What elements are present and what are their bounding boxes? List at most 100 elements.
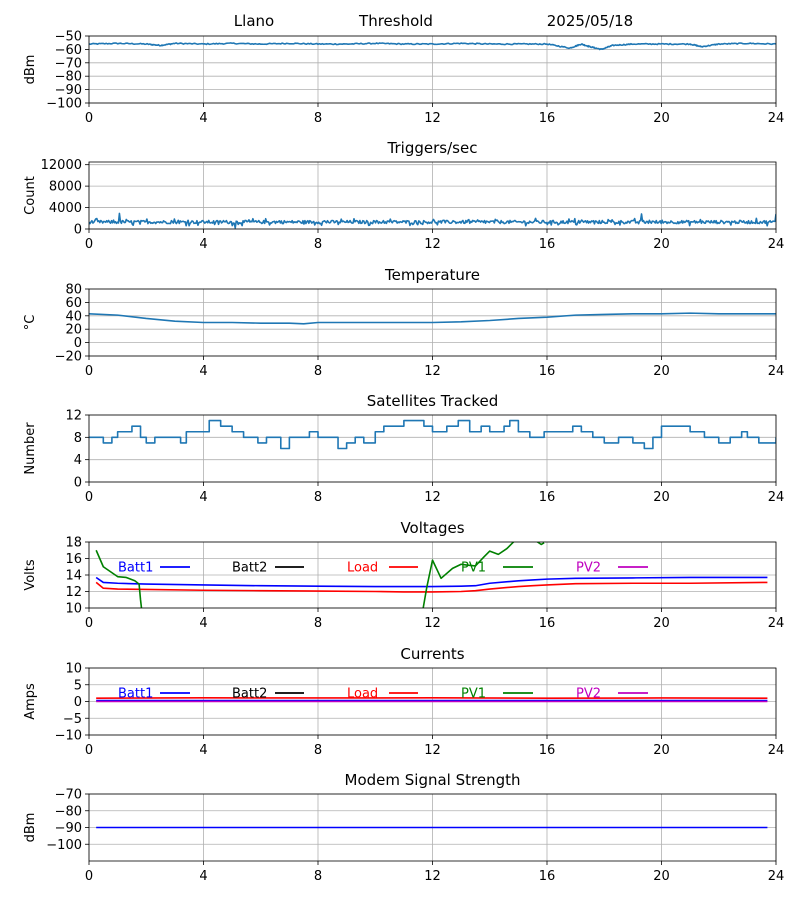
y-tick-label: 0 xyxy=(74,336,82,351)
x-tick-label: 12 xyxy=(424,111,441,126)
panel-title: Currents xyxy=(400,645,464,663)
y-tick-label: 80 xyxy=(65,283,82,298)
x-tick-label: 4 xyxy=(199,237,207,252)
x-tick-label: 20 xyxy=(653,111,670,126)
y-tick-label: 12 xyxy=(65,585,82,600)
legend-label-pv1: PV1 xyxy=(461,687,486,702)
x-tick-label: 20 xyxy=(653,869,670,884)
axes-frame xyxy=(88,161,777,230)
x-tick-label: 8 xyxy=(314,364,322,379)
x-tick-label: 24 xyxy=(768,490,785,505)
axes-frame xyxy=(88,288,777,357)
panel-1: 0 4 8 12 16 20 24 −50−60−70−80−90−100 Llano Thres… xyxy=(23,12,784,126)
series-group xyxy=(89,212,776,229)
x-tick-label: 20 xyxy=(653,743,670,758)
y-tick-label: 12 xyxy=(65,409,82,424)
y-axis-label: dBm xyxy=(23,813,38,843)
x-tick-label: 12 xyxy=(424,237,441,252)
y-axis-label: Volts xyxy=(23,559,38,591)
x-tick-label: 16 xyxy=(539,743,556,758)
y-tick-label: −60 xyxy=(55,43,82,58)
panel-title: Voltages xyxy=(400,519,464,537)
x-tick-label: 24 xyxy=(768,364,785,379)
y-tick-label: 40 xyxy=(65,309,82,324)
series-line-1 xyxy=(89,42,776,51)
x-tick-label: 24 xyxy=(768,869,785,884)
y-tick-label: −20 xyxy=(55,350,82,365)
series-line-1 xyxy=(89,419,776,450)
x-tick-label: 16 xyxy=(539,364,556,379)
x-tick-label: 8 xyxy=(314,616,322,631)
x-tick-label: 8 xyxy=(314,869,322,884)
x-tick-label: 0 xyxy=(85,869,93,884)
y-tick-label: −5 xyxy=(63,712,82,727)
y-axis-label: Amps xyxy=(23,683,38,720)
x-tick-label: 16 xyxy=(539,869,556,884)
y-tick-label: −80 xyxy=(55,804,82,819)
x-tick-label: 8 xyxy=(314,490,322,505)
x-tick-label: 24 xyxy=(768,616,785,631)
x-tick-label: 0 xyxy=(85,237,93,252)
y-axis-label: Number xyxy=(23,422,38,475)
y-tick-label: 16 xyxy=(65,552,82,567)
x-tick-label: 4 xyxy=(199,869,207,884)
x-tick-label: 4 xyxy=(199,616,207,631)
y-axis-label: Count xyxy=(23,176,38,215)
x-tick-label: 24 xyxy=(768,743,785,758)
x-tick-label: 4 xyxy=(199,364,207,379)
legend-label-batt1: Batt1 xyxy=(118,561,153,576)
series-line-1 xyxy=(89,212,776,229)
axes-frame xyxy=(88,793,777,862)
y-tick-label: 4000 xyxy=(49,201,82,216)
panel-6: 0 4 8 12 16 20 24 −10 −5 0 510 Batt1 Batt2 Load PV1 PV2… xyxy=(23,645,784,758)
x-tick-label: 0 xyxy=(85,616,93,631)
panel-title: Satellites Tracked xyxy=(367,392,498,410)
y-tick-label: 0 xyxy=(74,223,82,238)
x-tick-label: 20 xyxy=(653,364,670,379)
axes-frame xyxy=(88,414,777,483)
y-tick-label: −50 xyxy=(55,30,82,45)
y-tick-label: 4 xyxy=(74,453,82,468)
series-group xyxy=(89,312,776,325)
y-tick-label: −90 xyxy=(55,821,82,836)
x-tick-label: 16 xyxy=(539,111,556,126)
legend-label-pv2: PV2 xyxy=(576,561,601,576)
y-tick-label: 14 xyxy=(65,569,82,584)
x-tick-label: 12 xyxy=(424,869,441,884)
panel-7: 0 4 8 12 16 20 24 −100 −90 −80−70 Modem Signal Str… xyxy=(23,771,784,884)
x-tick-label: 0 xyxy=(85,743,93,758)
y-tick-label: 20 xyxy=(65,323,82,338)
y-tick-label: 12000 xyxy=(41,158,82,173)
series-group xyxy=(96,697,768,703)
legend-label-load: Load xyxy=(347,561,378,576)
x-tick-label: 20 xyxy=(653,616,670,631)
panel-title: Modem Signal Strength xyxy=(345,771,521,789)
y-tick-label: 10 xyxy=(65,662,82,677)
title-part-3: 2025/05/18 xyxy=(547,12,633,30)
axes-frame xyxy=(88,541,777,609)
x-tick-label: 0 xyxy=(85,111,93,126)
y-tick-label: 10 xyxy=(65,602,82,617)
x-tick-label: 20 xyxy=(653,237,670,252)
y-tick-label: 0 xyxy=(74,476,82,491)
x-tick-label: 24 xyxy=(768,111,785,126)
y-tick-label: −100 xyxy=(46,838,82,853)
y-tick-label: 8 xyxy=(74,431,82,446)
series-group xyxy=(89,42,776,51)
legend-label-pv1: PV1 xyxy=(461,561,486,576)
axes-frame xyxy=(88,667,777,736)
legend-label-load: Load xyxy=(347,687,378,702)
y-axis-label: dBm xyxy=(23,55,38,85)
panel-4: 0 4 8 12 16 20 24 0 4 8 12 Satellites Tracked Number xyxy=(23,392,784,505)
legend-label-pv2: PV2 xyxy=(576,687,601,702)
y-tick-label: 60 xyxy=(65,296,82,311)
panel-title: Temperature xyxy=(384,266,480,284)
x-tick-label: 4 xyxy=(199,490,207,505)
x-tick-label: 12 xyxy=(424,616,441,631)
y-tick-label: 8000 xyxy=(49,180,82,195)
y-tick-label: −80 xyxy=(55,70,82,85)
x-tick-label: 4 xyxy=(199,743,207,758)
x-tick-label: 12 xyxy=(424,364,441,379)
legend-label-batt2: Batt2 xyxy=(232,687,267,702)
y-tick-label: −90 xyxy=(55,83,82,98)
